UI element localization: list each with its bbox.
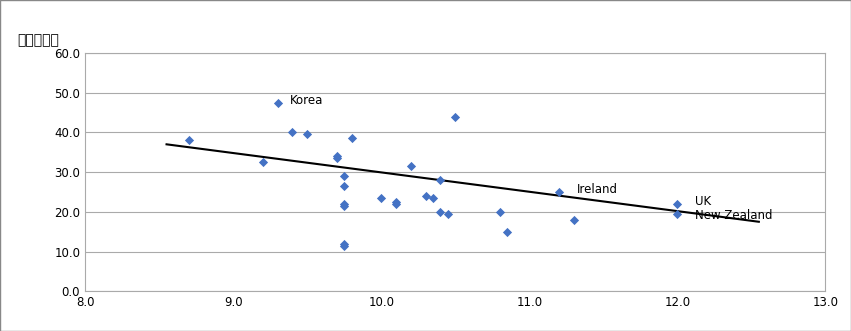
Point bbox=[426, 195, 440, 201]
Point bbox=[567, 217, 580, 222]
Point bbox=[330, 154, 344, 159]
Point bbox=[286, 130, 300, 135]
Point bbox=[434, 177, 448, 183]
Point bbox=[671, 201, 684, 207]
Point bbox=[256, 160, 270, 165]
Point bbox=[330, 156, 344, 161]
Point bbox=[493, 209, 506, 214]
Point bbox=[434, 209, 448, 214]
Text: New Zealand: New Zealand bbox=[695, 209, 773, 221]
Text: UK: UK bbox=[695, 195, 711, 209]
Point bbox=[337, 201, 351, 207]
Text: 남성흡연율: 남성흡연율 bbox=[17, 33, 59, 47]
Point bbox=[448, 114, 462, 119]
Text: Korea: Korea bbox=[289, 94, 323, 107]
Point bbox=[337, 243, 351, 248]
Point bbox=[552, 189, 566, 195]
Point bbox=[337, 203, 351, 209]
Point bbox=[345, 136, 358, 141]
Point bbox=[419, 193, 432, 199]
Point bbox=[374, 195, 388, 201]
Point bbox=[500, 229, 514, 234]
Point bbox=[271, 100, 284, 105]
Point bbox=[182, 138, 196, 143]
Point bbox=[337, 173, 351, 179]
Point bbox=[389, 201, 403, 207]
Point bbox=[404, 164, 418, 169]
Point bbox=[441, 211, 454, 216]
Point bbox=[389, 199, 403, 205]
Point bbox=[300, 132, 314, 137]
Text: Ireland: Ireland bbox=[577, 183, 618, 197]
Point bbox=[671, 211, 684, 216]
Point bbox=[337, 183, 351, 189]
Point bbox=[337, 241, 351, 246]
